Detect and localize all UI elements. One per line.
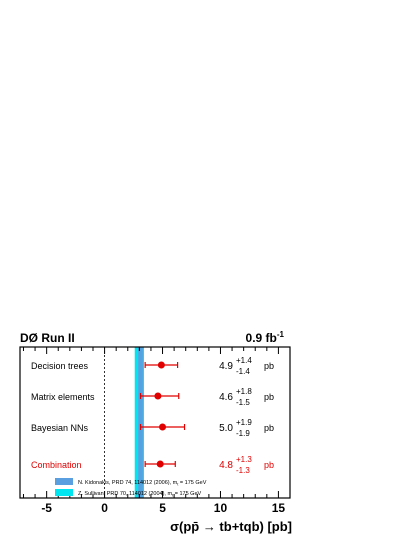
error-minus-text: -1.3 — [236, 466, 250, 475]
x-tick-label: -5 — [41, 501, 52, 515]
legend: N. Kidonakis, PRD 74, 114012 (2006), mt … — [55, 478, 207, 498]
legend-entry: N. Kidonakis, PRD 74, 114012 (2006), mt … — [55, 478, 207, 487]
error-plus-text: +1.3 — [236, 455, 252, 464]
theory-bands — [134, 347, 144, 498]
measurement-label: Combination — [31, 460, 82, 470]
unit-text: pb — [264, 423, 274, 433]
error-minus-text: -1.4 — [236, 367, 250, 376]
measurement-label: Bayesian NNs — [31, 423, 89, 433]
experiment-label: DØ Run II — [20, 331, 75, 345]
x-tick-label: 15 — [272, 501, 286, 515]
x-tick-label: 0 — [101, 501, 108, 515]
unit-text: pb — [264, 460, 274, 470]
legend-text: N. Kidonakis, PRD 74, 114012 (2006), mt … — [78, 480, 207, 487]
data-point — [159, 423, 167, 431]
unit-text: pb — [264, 361, 274, 371]
legend-swatch — [55, 489, 73, 496]
x-tick-label: 10 — [214, 501, 228, 515]
legend-text: Z. Sullivan, PRD 70, 114012 (2004), mt =… — [78, 491, 201, 498]
x-axis-label: σ(pp̄ → tb+tqb) [pb] — [170, 519, 292, 534]
value-text: 4.6 — [219, 392, 233, 403]
legend-swatch — [55, 478, 73, 485]
measurement-label: Decision trees — [31, 361, 89, 371]
error-plus-text: +1.4 — [236, 356, 252, 365]
plot-frame — [19, 346, 291, 499]
value-text: 4.8 — [219, 460, 233, 471]
measurement-label: Matrix elements — [31, 392, 95, 402]
data-point — [156, 460, 164, 468]
unit-text: pb — [264, 392, 274, 402]
luminosity-label: 0.9 fb-1 — [246, 330, 285, 345]
measurement-row: Combination 4.8+1.3 -1.3 pb — [31, 455, 274, 475]
error-plus-text: +1.8 — [236, 387, 252, 396]
legend-entry: Z. Sullivan, PRD 70, 114012 (2004), mt =… — [55, 489, 201, 498]
theory-band-2 — [138, 347, 143, 498]
measurement-row: Matrix elements 4.6+1.8 -1.5 pb — [31, 387, 274, 407]
measurement-row: Decision trees 4.9+1.4 -1.4 pb — [31, 356, 274, 376]
data-point — [157, 361, 165, 369]
value-text: 5.0 — [219, 423, 233, 434]
error-minus-text: -1.9 — [236, 429, 250, 438]
luminosity-exponent: -1 — [277, 330, 285, 339]
measurement-row: Bayesian NNs 5.0+1.9 -1.9 pb — [31, 418, 274, 438]
plot-border — [19, 346, 291, 499]
error-plus-text: +1.9 — [236, 418, 252, 427]
value-text: 4.9 — [219, 361, 233, 372]
data-point — [154, 392, 162, 400]
error-minus-text: -1.5 — [236, 398, 250, 407]
x-tick-label: 5 — [159, 501, 166, 515]
luminosity-value: 0.9 fb — [246, 331, 277, 345]
